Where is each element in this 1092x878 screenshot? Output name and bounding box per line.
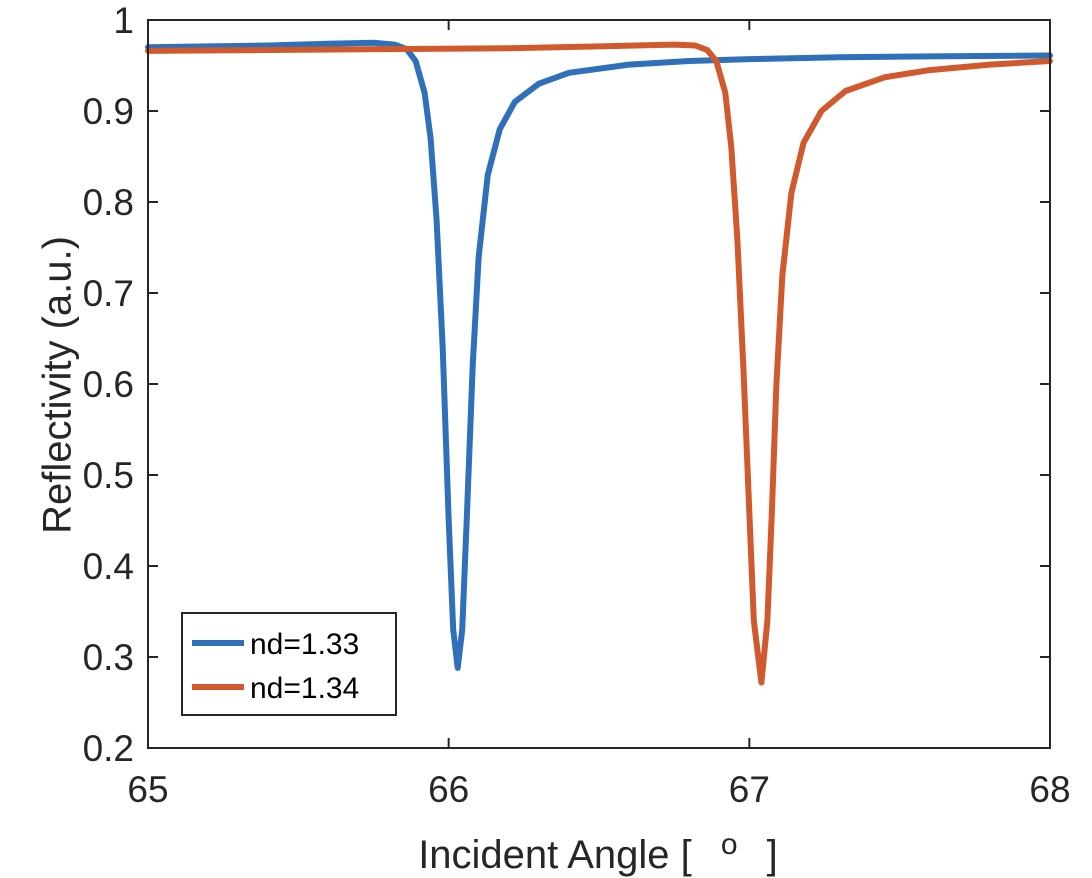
tick-marks <box>147 19 1051 749</box>
x-axis-title-close: ] <box>767 833 778 877</box>
tick-labels: 65 66 67 68 0.2 0.3 0.4 0.5 0.6 0.7 0.8 0.9 1 <box>83 0 1071 810</box>
y-tick-label: 0.2 <box>83 728 134 769</box>
legend-box <box>181 612 397 716</box>
plot-area <box>145 39 1053 686</box>
y-tick-label: 0.8 <box>83 182 134 223</box>
x-axis-title: Incident Angle [ o ] <box>418 819 778 877</box>
y-tick-label: 0.4 <box>83 546 134 587</box>
x-tick-label: 68 <box>1029 769 1070 810</box>
y-tick-label: 1 <box>113 0 134 41</box>
series-line-1 <box>145 41 1053 686</box>
legend-label-nd-1-34: nd=1.34 <box>250 672 359 705</box>
y-tick-label: 0.3 <box>83 637 134 678</box>
series-line-0 <box>145 39 1053 671</box>
y-tick-label: 0.5 <box>83 455 134 496</box>
x-tick-label: 66 <box>428 769 469 810</box>
y-axis-title: Reflectivity (a.u.) <box>36 236 80 534</box>
y-tick-label: 0.9 <box>83 91 134 132</box>
x-axis-title-main: Incident Angle [ <box>418 833 692 877</box>
x-axis-title-degree: o <box>721 828 738 861</box>
y-tick-label: 0.7 <box>83 273 134 314</box>
x-tick-label: 65 <box>127 769 168 810</box>
legend-label-nd-1-33: nd=1.33 <box>250 628 359 661</box>
legend: nd=1.33 nd=1.34 <box>181 612 397 716</box>
y-tick-label: 0.6 <box>83 364 134 405</box>
x-tick-label: 67 <box>729 769 770 810</box>
